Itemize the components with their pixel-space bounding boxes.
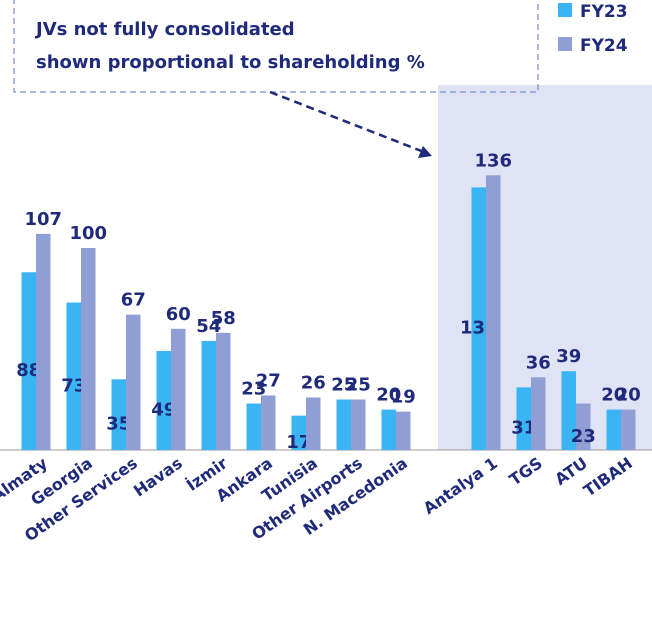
annotation-line: shown proportional to shareholding % — [36, 52, 425, 73]
legend-swatch — [558, 3, 572, 17]
data-label: 136 — [474, 150, 512, 171]
bar — [246, 403, 261, 450]
bar — [561, 371, 576, 450]
data-label: 20 — [616, 385, 641, 406]
annotation-arrow — [269, 90, 425, 154]
data-label: 54 — [196, 316, 221, 337]
bar — [261, 395, 276, 450]
bar — [66, 302, 81, 450]
data-label: 60 — [166, 304, 191, 325]
data-label: 20 — [376, 385, 401, 406]
bar — [126, 314, 141, 450]
data-label: 67 — [121, 290, 146, 311]
bar — [336, 399, 351, 450]
bar — [621, 409, 636, 450]
bar — [606, 409, 621, 450]
data-label: 20 — [601, 385, 626, 406]
data-label: 31 — [511, 418, 536, 439]
legend-swatch — [558, 37, 572, 51]
bar — [21, 272, 36, 450]
data-label: 23 — [241, 379, 266, 400]
data-label: 88 — [16, 360, 41, 381]
bar — [576, 403, 591, 450]
legend-label: FY24 — [580, 36, 628, 56]
bar — [201, 340, 216, 450]
data-label: 27 — [256, 370, 281, 391]
data-label: 26 — [301, 372, 326, 393]
bar — [396, 411, 411, 450]
data-label: 25 — [331, 375, 356, 396]
data-label: 58 — [211, 308, 236, 329]
bar — [291, 415, 306, 450]
data-label: 23 — [571, 426, 596, 447]
x-tick-label: Antalya 1 — [420, 453, 501, 518]
bar — [306, 397, 321, 450]
bar — [516, 387, 531, 450]
bar — [156, 351, 171, 450]
x-tick-label: TGS — [506, 453, 546, 489]
annotation-box — [13, 0, 539, 93]
bar — [81, 248, 96, 450]
bar — [171, 328, 186, 450]
bar — [486, 175, 501, 450]
x-tick-label: Havas — [130, 453, 186, 500]
data-label: 73 — [61, 375, 86, 396]
bar — [111, 379, 126, 450]
data-label: 25 — [346, 375, 371, 396]
bar — [351, 399, 366, 450]
bar — [531, 377, 546, 450]
data-label: 39 — [556, 346, 581, 367]
x-tick-label: TIBAH — [580, 453, 636, 500]
data-label: 49 — [151, 400, 176, 421]
bar — [381, 409, 396, 450]
data-label: 36 — [526, 352, 551, 373]
data-label: 19 — [391, 387, 416, 408]
data-label: 35 — [106, 414, 131, 435]
data-label: 100 — [69, 223, 107, 244]
annotation-line: JVs not fully consolidated — [34, 19, 295, 40]
data-label: 17 — [286, 432, 311, 453]
data-label: 107 — [24, 209, 62, 230]
bar — [216, 332, 231, 450]
legend-label: FY23 — [580, 2, 628, 22]
arrow-head — [418, 146, 432, 158]
bar — [471, 187, 486, 450]
bar — [36, 233, 51, 450]
